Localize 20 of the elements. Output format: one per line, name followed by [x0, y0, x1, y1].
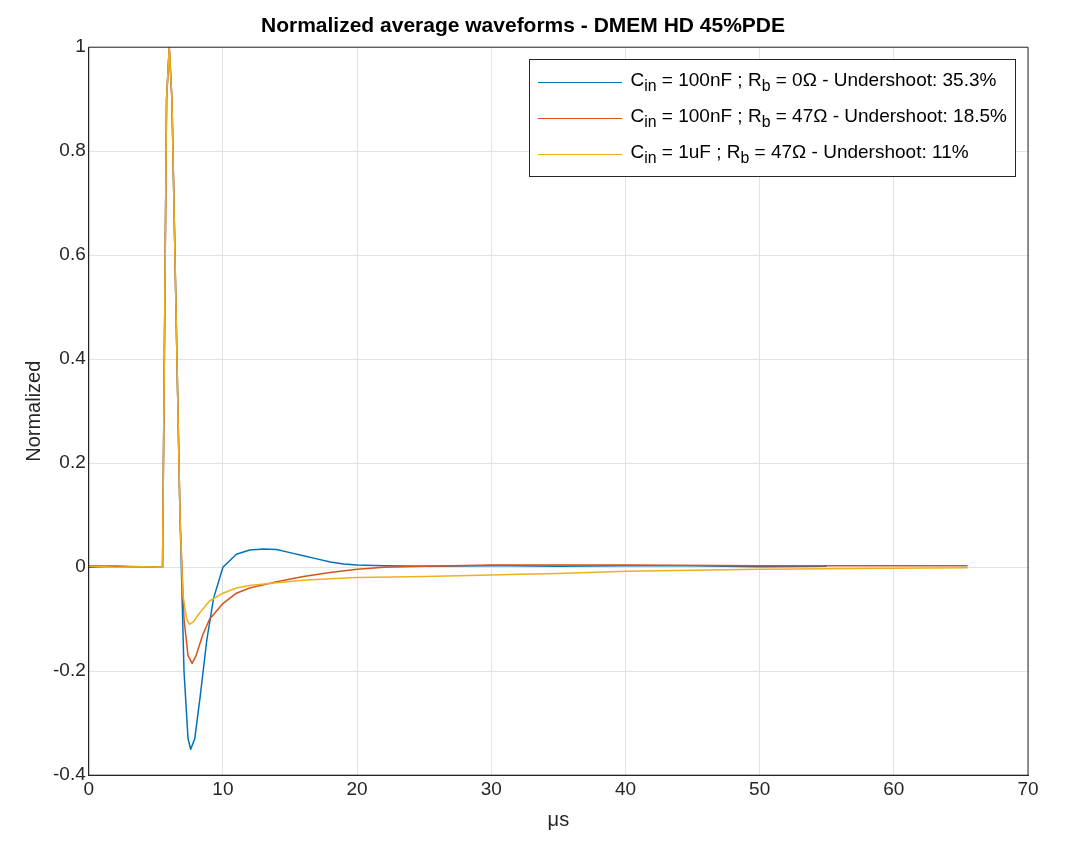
y-tick-label: 0 [75, 555, 86, 577]
y-tick-label: 0.2 [59, 451, 86, 473]
x-tick-label: 40 [614, 777, 637, 799]
chart-title: Normalized average waveforms - DMEM HD 45%PDE [260, 13, 786, 37]
legend-label: C$_{in}$ = 1uF ; R$_{b}$ = 47Ω - Undershoot: 11% [630, 141, 969, 168]
legend-label: C$_{in}$ = 100nF ; R$_{b}$ = 0Ω - Undershoot: 35.3% [630, 69, 997, 96]
x-axis-title: μs [547, 807, 570, 830]
x-tick-label: 50 [749, 777, 771, 799]
legend-label: C$_{in}$ = 100nF ; R$_{b}$ = 47Ω - Undershoot: 18.5% [630, 105, 1007, 132]
y-tick-label: 0.6 [59, 243, 86, 265]
x-tick-label: 20 [346, 777, 368, 799]
y-tick-label: 1 [75, 35, 86, 57]
y-tick-label: 0.4 [59, 347, 87, 369]
x-tick-label: 30 [480, 777, 502, 799]
y-axis-title: Normalized [21, 360, 44, 462]
x-tick-label: 60 [883, 777, 905, 799]
x-tick-label: 10 [212, 777, 234, 799]
y-tick-label: -0.2 [52, 659, 86, 681]
x-tick-label: 70 [1017, 777, 1039, 799]
y-tick-label: 0.8 [59, 139, 86, 161]
